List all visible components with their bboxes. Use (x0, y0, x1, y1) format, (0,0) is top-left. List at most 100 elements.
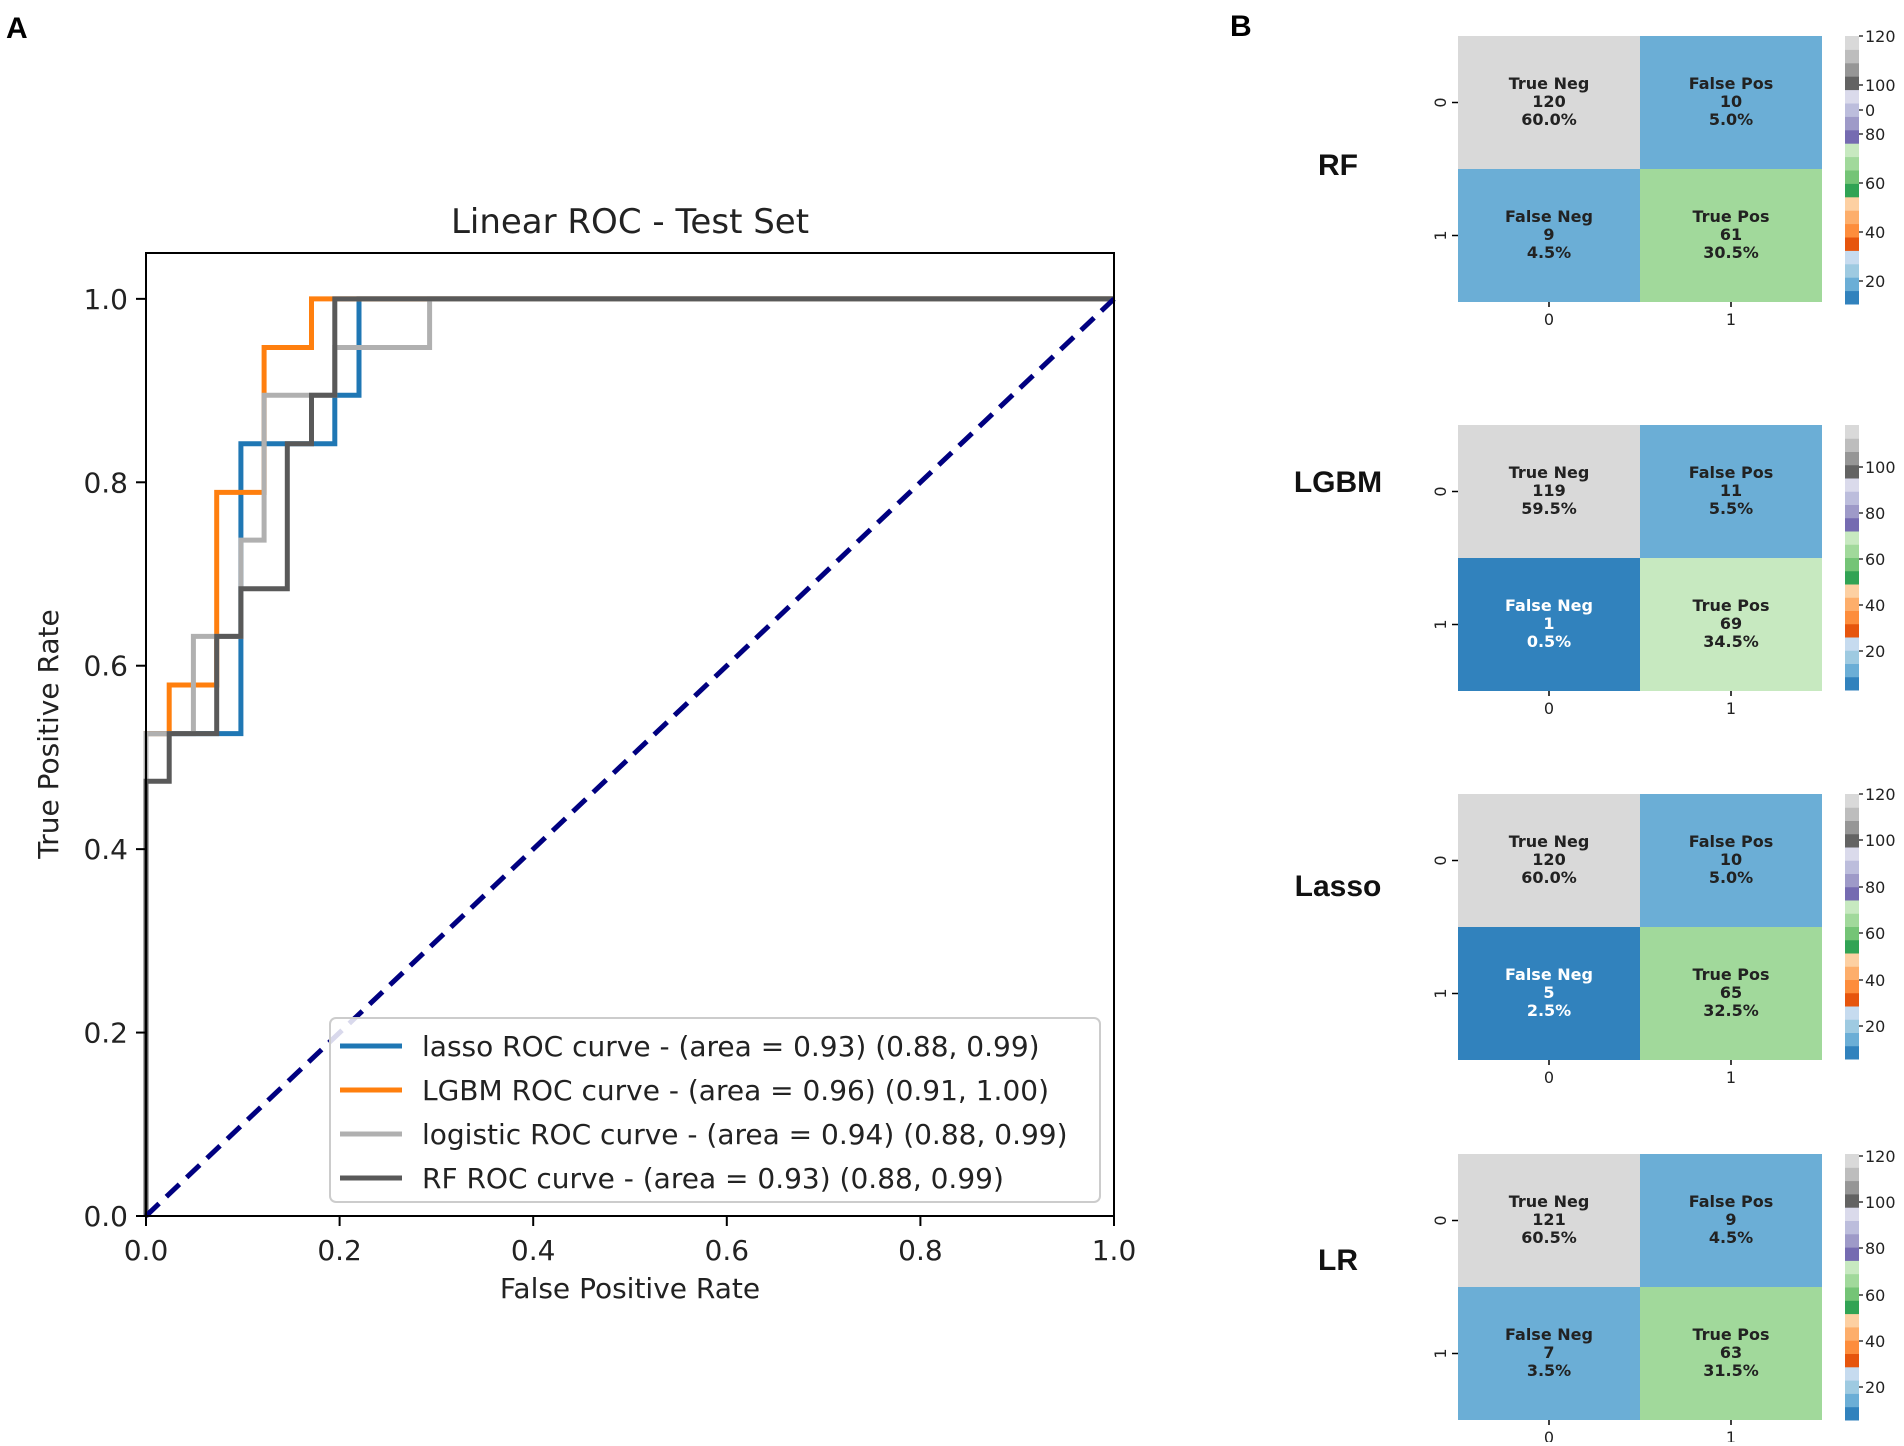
colorbar-segment (1845, 610, 1859, 625)
colorbar-segment (1845, 597, 1859, 611)
confusion-row-label: 1 (1431, 1348, 1450, 1358)
confusion-cell-text: 60.5% (1521, 1228, 1577, 1247)
confusion-cell-text: False Neg (1505, 1325, 1593, 1344)
roc-x-tick-label: 0.4 (511, 1234, 556, 1267)
confusion-cell-text: False Neg (1505, 207, 1593, 226)
colorbar-segment (1845, 263, 1859, 278)
colorbar-segment (1845, 1393, 1859, 1408)
confusion-cell-text: 69 (1720, 614, 1742, 633)
confusion-cell-text: 10 (1720, 92, 1742, 111)
roc-y-tick-label: 1.0 (83, 283, 128, 316)
colorbar-segment (1845, 926, 1859, 941)
colorbar-segment (1845, 570, 1859, 585)
confusion-col-label: 0 (1544, 1068, 1554, 1087)
colorbar-segment (1845, 491, 1859, 505)
colorbar-segment (1845, 1406, 1859, 1421)
colorbar-segment (1845, 143, 1859, 158)
confusion-cell (1458, 794, 1640, 927)
confusion-col-label: 0 (1544, 310, 1554, 329)
confusion-cell-text: 9 (1543, 225, 1554, 244)
colorbar-tick-label: 80 (1865, 125, 1885, 144)
colorbar-segment (1845, 1167, 1859, 1182)
confusion-cell-text: 5.5% (1709, 499, 1753, 518)
confusion-cell (1458, 1154, 1640, 1287)
confusion-cell-text: False Pos (1689, 1192, 1773, 1211)
confusion-cell-text: 3.5% (1527, 1361, 1571, 1380)
roc-x-tick-label: 1.0 (1092, 1234, 1137, 1267)
confusion-cell-text: 65 (1720, 983, 1742, 1002)
confusion-cell-text: True Pos (1692, 1325, 1769, 1344)
confusion-cell-text: True Neg (1509, 74, 1590, 93)
colorbar-segment (1845, 517, 1859, 532)
roc-chart: Linear ROC - Test Set 0.0 0.2 0.4 0.6 0.8 1.0… (32, 202, 1136, 1305)
roc-legend-box (329, 1017, 1101, 1203)
confusion-cell-text: False Pos (1689, 832, 1773, 851)
colorbar-segment (1845, 847, 1859, 861)
colorbar-tick-label: 100 (1865, 1193, 1896, 1212)
confusion-col-label: 1 (1726, 1428, 1736, 1442)
confusion-cell (1458, 425, 1640, 558)
roc-plot-frame (145, 252, 1115, 1217)
colorbar-segment (1845, 1287, 1859, 1301)
confusion-cell-text: False Pos (1689, 463, 1773, 482)
confusion-cell (1458, 169, 1640, 302)
roc-y-axis-label: True Positive Rate (32, 609, 65, 859)
colorbar-segment (1845, 1353, 1859, 1368)
roc-series-line-3 (143, 296, 1114, 1216)
colorbar-segment (1845, 531, 1859, 545)
colorbar-segment (1845, 1340, 1859, 1354)
confusion-cell-text: True Pos (1692, 207, 1769, 226)
colorbar-tick-label: 80 (1865, 504, 1885, 523)
colorbar-segment (1845, 623, 1859, 638)
colorbar-segment (1845, 992, 1859, 1007)
colorbar-segment (1845, 1380, 1859, 1394)
colorbar-segment (1845, 979, 1859, 994)
colorbar-segment (1845, 637, 1859, 651)
colorbar-tick-label: 80 (1865, 1239, 1885, 1258)
colorbar-tick-label: 20 (1865, 1017, 1885, 1036)
colorbar-tick-label: 20 (1865, 642, 1885, 661)
confusion-cell-text: 4.5% (1527, 243, 1571, 262)
colorbar-tick-label: 100 (1865, 76, 1896, 95)
colorbar-segment (1845, 478, 1859, 492)
confusion-cell-text: 32.5% (1703, 1001, 1759, 1020)
colorbar-tick-label: 20 (1865, 272, 1885, 291)
colorbar-tick-label: 120 (1865, 1147, 1896, 1166)
colorbar-segment (1845, 1180, 1859, 1195)
roc-x-tick-label: 0.8 (898, 1234, 943, 1267)
confusion-cell-text: 120 (1532, 850, 1565, 869)
colorbar-segment (1845, 156, 1859, 171)
confusion-cell (1640, 927, 1822, 1060)
colorbar-segment (1845, 1273, 1859, 1288)
confusion-cell-text: False Neg (1505, 596, 1593, 615)
confusion-cell-text: 63 (1720, 1343, 1742, 1362)
colorbar-segment (1845, 277, 1859, 292)
roc-legend-entry: RF ROC curve - (area = 0.93) (0.88, 0.99… (422, 1162, 1004, 1195)
roc-y-tick-label: 0.2 (83, 1017, 128, 1050)
confusion-cell (1458, 927, 1640, 1060)
colorbar-tick-label: 120 (1865, 785, 1896, 804)
colorbar-segment (1845, 913, 1859, 927)
model-label: RF (1318, 149, 1358, 182)
model-label: LGBM (1294, 466, 1382, 499)
colorbar-segment (1845, 676, 1859, 691)
colorbar-tick-label: 40 (1865, 596, 1885, 615)
roc-legend: lasso ROC curve - (area = 0.93) (0.88, 0… (329, 1017, 1101, 1203)
colorbar-segment (1845, 557, 1859, 572)
confusion-cell (1640, 36, 1822, 169)
confusion-cell (1640, 1154, 1822, 1287)
confusion-cell-text: 34.5% (1703, 632, 1759, 651)
colorbar-segment (1845, 1247, 1859, 1261)
colorbar-tick-label: 40 (1865, 223, 1885, 242)
confusion-cell-text: True Pos (1692, 596, 1769, 615)
colorbar-segment (1845, 1300, 1859, 1315)
colorbar-segment (1845, 196, 1859, 211)
confusion-col-label: 1 (1726, 699, 1736, 718)
model-label: Lasso (1295, 870, 1382, 903)
roc-legend-entry: logistic ROC curve - (area = 0.94) (0.88… (422, 1118, 1068, 1151)
colorbar-segment (1845, 860, 1859, 874)
